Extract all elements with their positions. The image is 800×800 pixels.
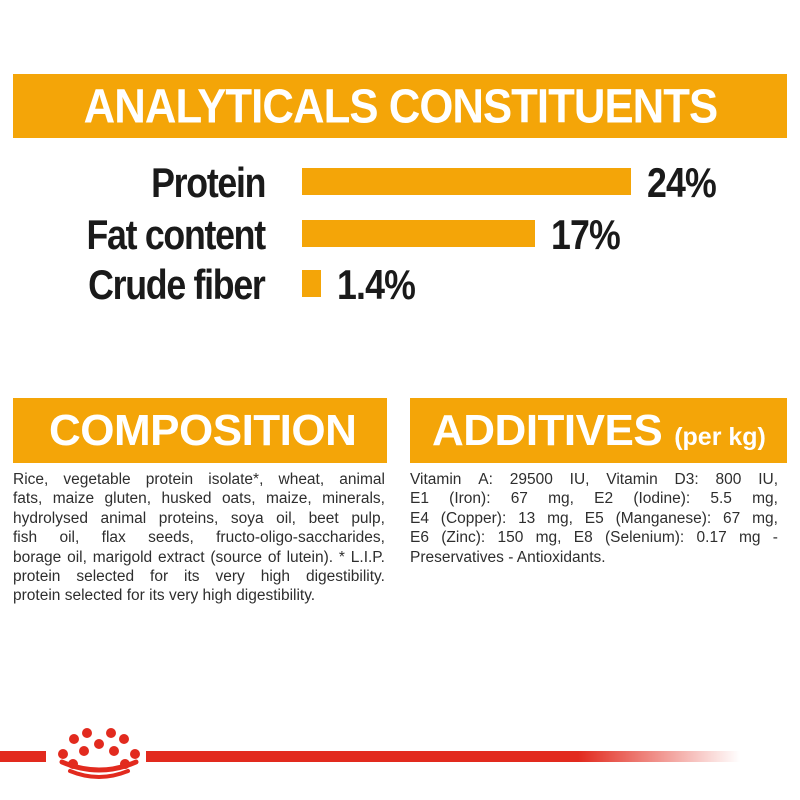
crude-fiber-label: Crude fiber: [88, 261, 267, 308]
composition-line: borage oil, marigold extract (source of lutein…: [13, 548, 385, 566]
protein-value: 24%: [647, 159, 717, 206]
brand-line-right: [146, 751, 746, 762]
additives-line: E6 (Zinc): 150 mg, E8 (Selenium): 0.17 mg -: [410, 529, 778, 547]
fat-content-label: Fat content: [86, 211, 267, 258]
crude-fiber-value: 1.4%: [337, 261, 416, 308]
analyticals-banner: ANALYTICALS CONSTITUENTS: [13, 74, 787, 138]
additives-text: Vitamin A: 29500 IU, Vitamin D3: 800 IU, E1 (Iro…: [410, 470, 778, 567]
royal-canin-crown-logo: [58, 728, 140, 779]
composition-banner: COMPOSITION: [13, 398, 387, 463]
composition-line: protein selected for its very high digestibili…: [13, 567, 385, 585]
brand-line-left: [0, 751, 46, 762]
composition-line: hydrolysed animal proteins, soya oil, beet pul…: [13, 509, 385, 527]
composition-line: fish oil, flax seeds, fructo-oligo-saccharid…: [13, 529, 385, 547]
additives-heading: ADDITIVES: [432, 406, 663, 455]
additives-banner: ADDITIVES (per kg): [410, 398, 787, 463]
composition-heading: COMPOSITION: [49, 406, 357, 455]
composition-line: protein selected for its very high diges…: [13, 587, 316, 605]
additives-per-kg-label: (per kg): [674, 423, 766, 451]
crown-base-arcs: [59, 759, 139, 779]
additives-line: E1 (Iron): 67 mg, E2 (Iodine): 5.5 mg,: [410, 490, 778, 508]
composition-text: Rice, vegetable protein isolate*, wheat, anim…: [13, 470, 385, 606]
additives-line: E4 (Copper): 13 mg, E5 (Manganese): 67 mg,: [410, 509, 778, 527]
fat-content-row: Fat content 17%: [0, 210, 800, 260]
protein-label: Protein: [150, 159, 266, 206]
crown-dots: [58, 728, 140, 769]
protein-bar: [302, 168, 631, 195]
protein-row: Protein 24%: [0, 158, 800, 208]
fat-content-value: 17%: [551, 211, 621, 258]
crude-fiber-row: Crude fiber 1.4%: [0, 260, 800, 310]
additives-line: Preservatives - Antioxidants.: [410, 548, 606, 566]
crude-fiber-bar: [302, 270, 321, 297]
additives-line: Vitamin A: 29500 IU, Vitamin D3: 800 IU,: [410, 471, 778, 488]
composition-line: fats, maize gluten, husked oats, maize, minera…: [13, 490, 385, 508]
composition-line: Rice, vegetable protein isolate*, wheat, anim…: [13, 471, 385, 488]
fat-content-bar: [302, 220, 535, 247]
page-title: ANALYTICALS CONSTITUENTS: [83, 78, 717, 134]
